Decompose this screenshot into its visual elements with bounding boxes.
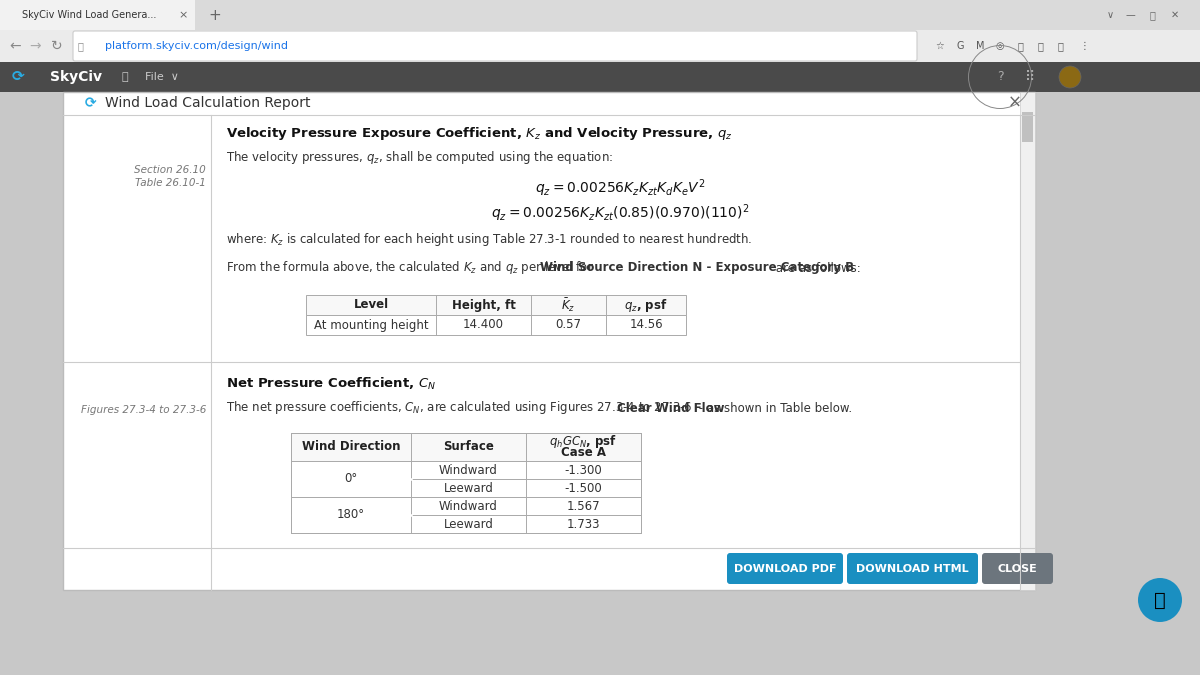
Text: 180°: 180°	[337, 508, 365, 522]
Bar	[0, 0, 1200, 30]
Text: SkyCiv Wind Load Genera...: SkyCiv Wind Load Genera...	[22, 10, 156, 20]
Text: $q_z = 0.00256 K_z K_{zt} K_d K_e V^2$: $q_z = 0.00256 K_z K_{zt} K_d K_e V^2$	[535, 178, 706, 199]
Text: ⬜: ⬜	[1057, 41, 1063, 51]
Text: ×: ×	[179, 10, 187, 20]
Text: platform.skyciv.com/design/wind: platform.skyciv.com/design/wind	[106, 41, 288, 51]
Text: 🔒: 🔒	[78, 41, 84, 51]
Text: Net Pressure Coefficient, $C_N$: Net Pressure Coefficient, $C_N$	[226, 376, 436, 392]
Bar	[0, 62, 1200, 92]
Circle shape	[1138, 578, 1182, 622]
Text: Leeward: Leeward	[444, 518, 493, 531]
Text: ∨: ∨	[1106, 10, 1114, 20]
Bar	[292, 479, 641, 497]
Bar	[292, 497, 641, 515]
Text: File  ∨: File ∨	[145, 72, 179, 82]
Text: Height, ft: Height, ft	[451, 298, 516, 311]
Text: ?: ?	[997, 70, 1003, 84]
Text: -1.500: -1.500	[565, 481, 602, 495]
Text: ⬜: ⬜	[1150, 10, 1154, 20]
Bar	[0, 0, 194, 30]
Text: ✕: ✕	[1171, 10, 1180, 20]
Text: where: $K_z$ is calculated for each height using Table 27.3-1 rounded to nearest: where: $K_z$ is calculated for each heig…	[226, 232, 752, 248]
Text: ⠿: ⠿	[1025, 70, 1036, 84]
Text: DOWNLOAD PDF: DOWNLOAD PDF	[733, 564, 836, 574]
Text: Surface: Surface	[443, 441, 494, 454]
Bar	[292, 461, 641, 479]
Text: —: —	[1126, 10, 1135, 20]
Text: At mounting height: At mounting height	[313, 319, 428, 331]
Text: $q_z$, psf: $q_z$, psf	[624, 296, 667, 313]
Circle shape	[1060, 66, 1081, 88]
Text: ◎: ◎	[996, 41, 1004, 51]
Text: Clear Wind Flow: Clear Wind Flow	[617, 402, 725, 414]
Text: 0°: 0°	[344, 472, 358, 485]
Bar	[306, 315, 686, 335]
Text: $q_h G C_N$, psf: $q_h G C_N$, psf	[550, 433, 618, 450]
Text: -1.300: -1.300	[565, 464, 602, 477]
Text: 14.400: 14.400	[463, 319, 504, 331]
Text: ⋮: ⋮	[1080, 41, 1090, 51]
Text: 💬: 💬	[1154, 591, 1166, 610]
Text: 1.733: 1.733	[566, 518, 600, 531]
Text: Wind Load Calculation Report: Wind Load Calculation Report	[106, 96, 311, 110]
Text: Level: Level	[354, 298, 389, 311]
Bar	[1022, 112, 1033, 142]
Text: 1.567: 1.567	[566, 500, 600, 512]
Text: - as shown in Table below.: - as shown in Table below.	[695, 402, 852, 414]
Bar	[292, 515, 641, 533]
Text: →: →	[29, 39, 41, 53]
Text: 📄: 📄	[121, 72, 128, 82]
Text: ⬜: ⬜	[1037, 41, 1043, 51]
Text: Wind Source Direction N - Exposure Category B: Wind Source Direction N - Exposure Categ…	[540, 261, 854, 275]
Text: 14.56: 14.56	[629, 319, 662, 331]
Text: $\bar{K}_z$: $\bar{K}_z$	[562, 296, 576, 314]
Text: M: M	[976, 41, 984, 51]
Text: CLOSE: CLOSE	[997, 564, 1037, 574]
FancyBboxPatch shape	[982, 553, 1054, 584]
Text: Table 26.10-1: Table 26.10-1	[136, 178, 206, 188]
FancyBboxPatch shape	[73, 31, 917, 61]
Text: Case A: Case A	[562, 446, 606, 460]
Text: G: G	[956, 41, 964, 51]
Text: ↻: ↻	[52, 39, 62, 53]
Text: DOWNLOAD HTML: DOWNLOAD HTML	[856, 564, 968, 574]
FancyBboxPatch shape	[847, 553, 978, 584]
Text: The velocity pressures, $q_z$, shall be computed using the equation:: The velocity pressures, $q_z$, shall be …	[226, 149, 613, 167]
FancyBboxPatch shape	[727, 553, 842, 584]
Text: ⬜: ⬜	[1018, 41, 1022, 51]
Bar	[1020, 92, 1034, 590]
Text: Windward: Windward	[439, 464, 498, 477]
Text: Leeward: Leeward	[444, 481, 493, 495]
Bar	[292, 433, 641, 533]
Bar	[64, 92, 1034, 590]
Bar	[292, 433, 641, 461]
Bar	[306, 295, 686, 315]
Text: Wind Direction: Wind Direction	[301, 441, 401, 454]
Text: ⟳: ⟳	[85, 96, 97, 110]
Text: ☆: ☆	[936, 41, 944, 51]
Text: are as follows:: are as follows:	[772, 261, 860, 275]
Text: ×: ×	[1008, 94, 1022, 112]
Text: Windward: Windward	[439, 500, 498, 512]
Bar	[0, 30, 1200, 62]
Text: ⟳: ⟳	[12, 70, 24, 84]
Text: Velocity Pressure Exposure Coefficient, $K_z$ and Velocity Pressure, $q_z$: Velocity Pressure Exposure Coefficient, …	[226, 126, 733, 142]
Text: ←: ←	[10, 39, 20, 53]
Text: From the formula above, the calculated $K_z$ and $q_z$ per level for: From the formula above, the calculated $…	[226, 259, 594, 277]
Text: Figures 27.3-4 to 27.3-6: Figures 27.3-4 to 27.3-6	[80, 405, 206, 415]
Text: The net pressure coefficients, $C_N$, are calculated using Figures 27.3-4 to 27.: The net pressure coefficients, $C_N$, ar…	[226, 400, 702, 416]
Text: Section 26.10: Section 26.10	[134, 165, 206, 175]
Text: +: +	[209, 7, 221, 22]
Text: $q_z = 0.00256 K_z K_{zt} (0.85)(0.970)(110)^2$: $q_z = 0.00256 K_z K_{zt} (0.85)(0.970)(…	[491, 202, 750, 224]
Text: 0.57: 0.57	[556, 319, 582, 331]
Text: SkyCiv: SkyCiv	[50, 70, 102, 84]
